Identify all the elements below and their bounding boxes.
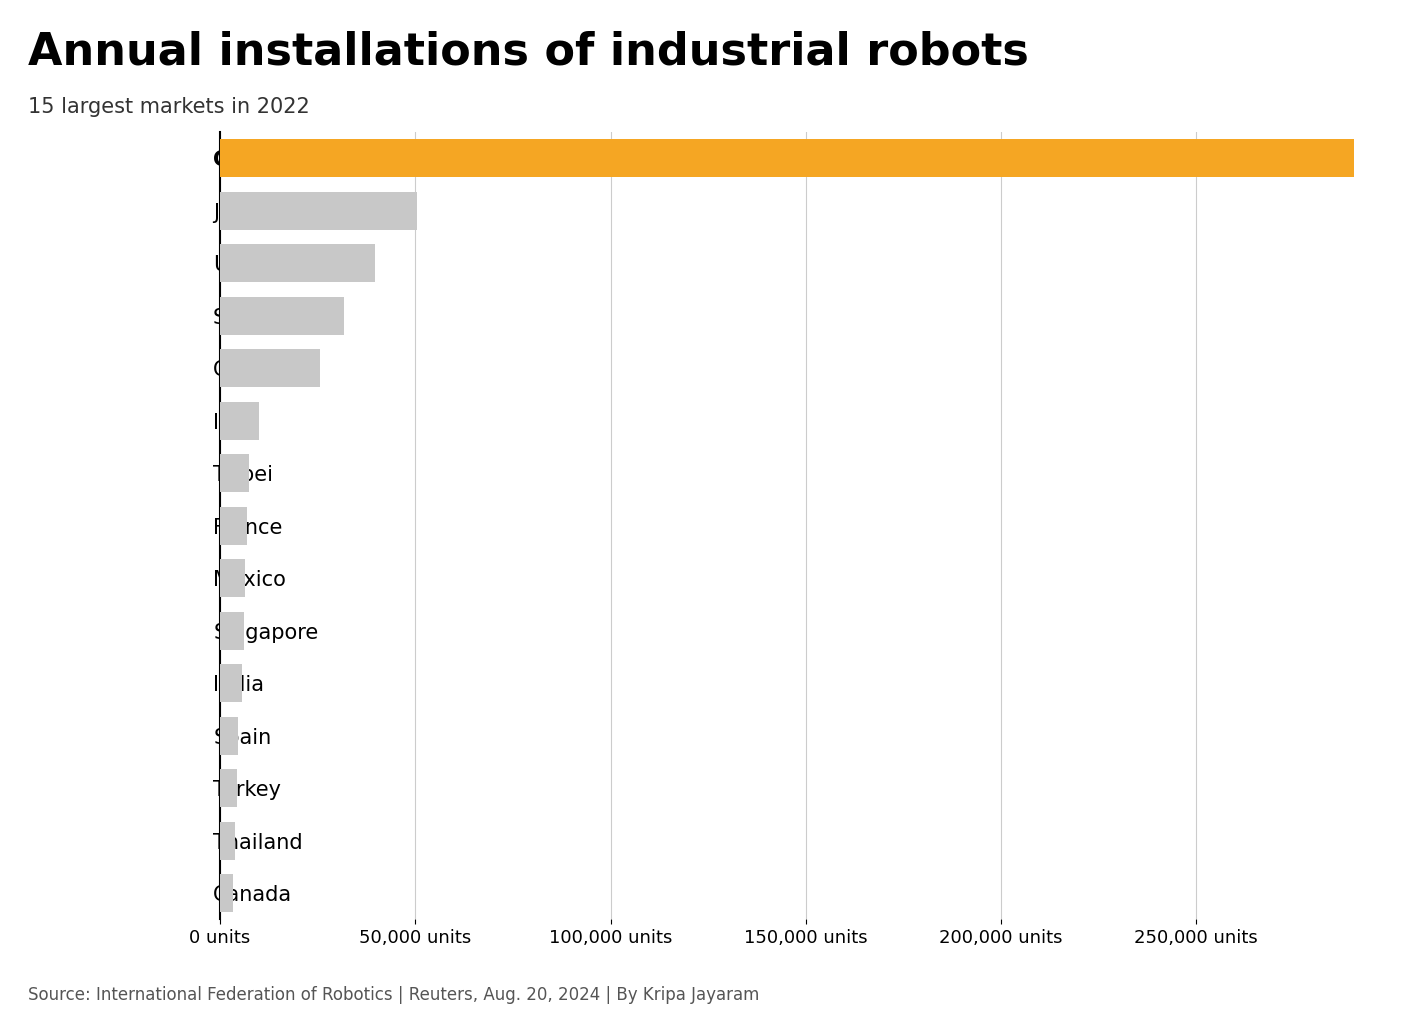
Bar xyxy=(220,507,247,545)
Bar xyxy=(220,245,375,282)
Bar xyxy=(220,297,344,334)
Bar xyxy=(220,350,320,387)
Text: 15 largest markets in 2022: 15 largest markets in 2022 xyxy=(28,97,310,117)
Bar xyxy=(220,822,234,860)
Bar xyxy=(220,769,237,807)
Bar xyxy=(220,875,233,912)
Text: Annual installations of industrial robots: Annual installations of industrial robot… xyxy=(28,30,1030,73)
Bar xyxy=(220,560,246,597)
Bar xyxy=(220,402,258,440)
Bar xyxy=(220,192,417,230)
Bar xyxy=(220,139,1353,177)
Bar xyxy=(220,717,237,755)
Bar xyxy=(220,454,250,492)
Bar xyxy=(220,664,241,702)
Text: Source: International Federation of Robotics | Reuters, Aug. 20, 2024 | By Kripa: Source: International Federation of Robo… xyxy=(28,986,760,1004)
Bar xyxy=(220,612,244,649)
